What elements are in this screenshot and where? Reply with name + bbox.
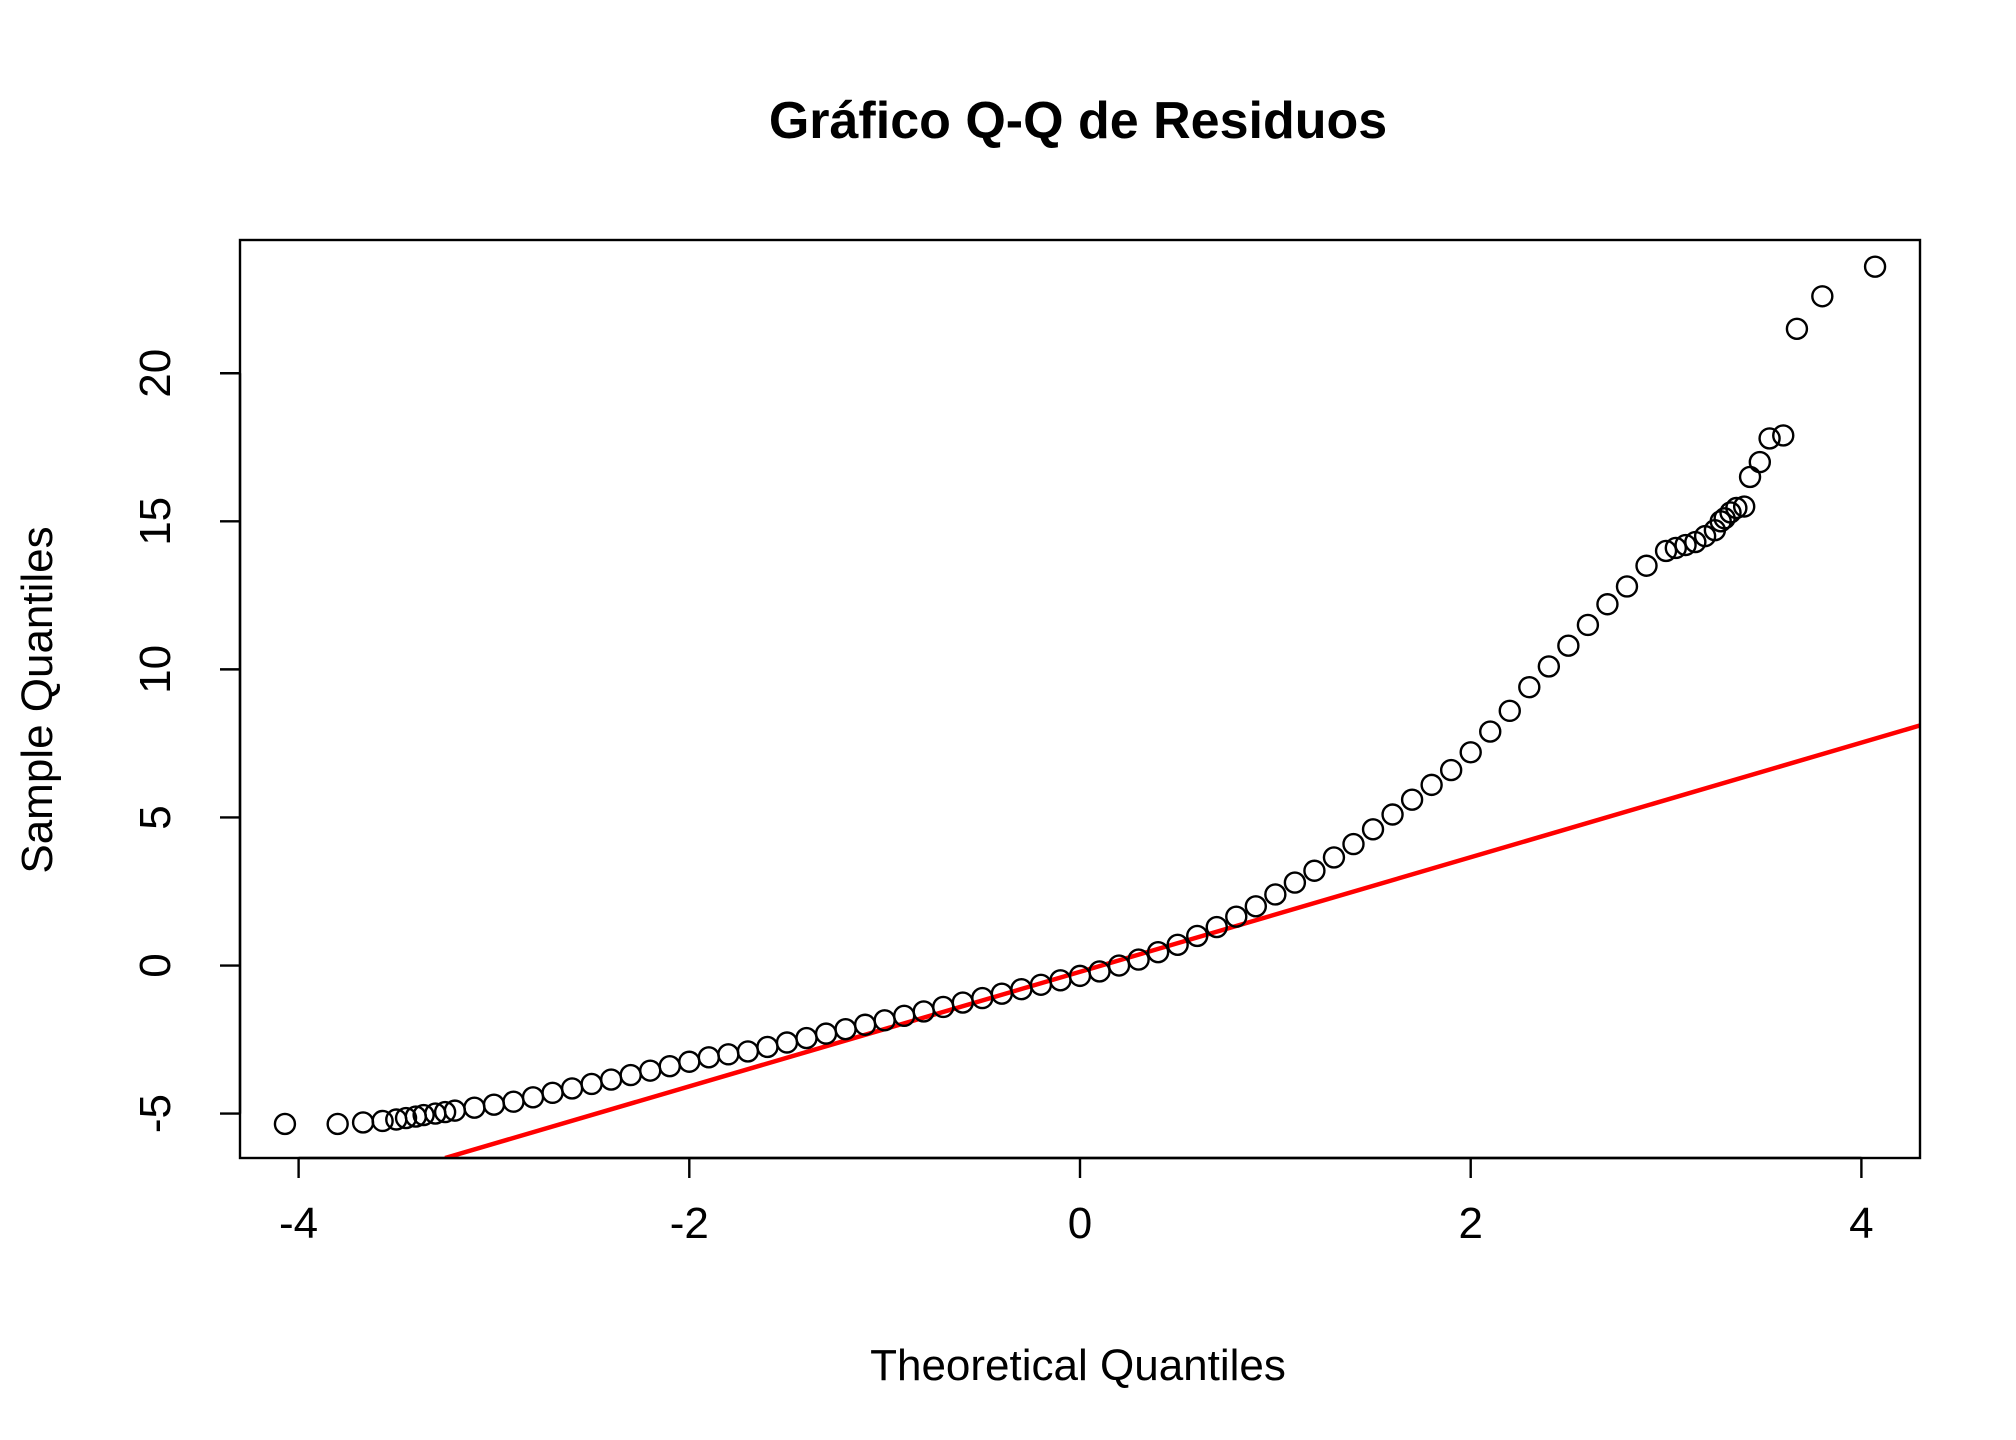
y-tick-label: -5	[131, 1094, 180, 1133]
data-point	[1863, 255, 1887, 278]
data-point	[619, 1063, 642, 1087]
data-point	[1225, 905, 1248, 928]
data-point	[1537, 655, 1561, 678]
data-point	[678, 1050, 701, 1073]
data-point	[502, 1090, 525, 1113]
x-tick-label: 4	[1849, 1199, 1873, 1248]
data-point	[1166, 933, 1189, 956]
data-point	[1518, 675, 1541, 699]
data-point	[1674, 533, 1697, 557]
data-point	[560, 1077, 584, 1100]
y-tick-label: 15	[131, 497, 180, 546]
data-point	[351, 1111, 375, 1134]
data-point	[1439, 758, 1463, 782]
data-point	[1498, 699, 1521, 723]
data-point	[1205, 915, 1228, 939]
data-point	[1758, 427, 1781, 450]
x-axis-label: Theoretical Quantiles	[870, 1341, 1286, 1390]
x-tick-label: -4	[279, 1199, 318, 1248]
data-point	[580, 1072, 603, 1096]
data-points-layer	[273, 255, 1887, 1136]
data-point	[1361, 818, 1385, 841]
data-point	[273, 1112, 297, 1136]
data-point	[1400, 788, 1424, 811]
y-axis-label: Sample Quantiles	[13, 526, 62, 873]
y-tick-label: 20	[131, 349, 180, 398]
data-point	[1088, 960, 1111, 983]
data-point	[1615, 575, 1639, 598]
data-point	[521, 1086, 545, 1109]
data-point	[541, 1081, 564, 1105]
data-point	[326, 1112, 349, 1136]
reference-line	[444, 723, 1920, 1158]
data-point	[1664, 536, 1688, 560]
chart-title: Gráfico Q-Q de Residuos	[769, 92, 1387, 150]
x-tick-label: 0	[1068, 1199, 1092, 1248]
data-point	[1576, 613, 1600, 637]
data-point	[599, 1068, 623, 1091]
x-tick-label: 2	[1458, 1199, 1482, 1248]
data-point	[1738, 465, 1762, 489]
data-point	[1596, 593, 1619, 616]
data-point	[1811, 285, 1834, 308]
data-point	[717, 1043, 740, 1066]
data-point	[463, 1096, 486, 1119]
data-point	[394, 1106, 418, 1130]
data-point	[433, 1100, 457, 1124]
data-point	[1381, 803, 1404, 826]
data-point	[1719, 501, 1742, 524]
data-point	[1725, 496, 1748, 520]
x-axis-ticks: -4 -2 0 2 4	[279, 1156, 1874, 1248]
y-tick-label: 5	[131, 805, 180, 829]
data-point	[795, 1026, 818, 1050]
data-point	[1107, 954, 1131, 977]
reference-line-layer	[444, 723, 1920, 1158]
data-point	[1459, 741, 1482, 764]
data-point	[1283, 871, 1307, 894]
data-point	[814, 1022, 838, 1045]
data-point	[834, 1017, 857, 1041]
data-point	[1420, 773, 1443, 797]
data-point	[482, 1093, 506, 1116]
data-point	[1785, 317, 1809, 341]
data-point	[853, 1013, 877, 1036]
data-point	[1322, 846, 1346, 869]
data-point	[1186, 924, 1209, 948]
data-point	[1732, 495, 1756, 518]
data-point	[639, 1059, 662, 1082]
data-point	[1264, 883, 1287, 906]
data-point	[1479, 720, 1502, 743]
data-point	[412, 1103, 435, 1127]
x-tick-label: -2	[670, 1199, 709, 1248]
y-tick-label: 10	[131, 645, 180, 694]
y-tick-label: 0	[131, 953, 180, 977]
data-point	[658, 1054, 681, 1078]
data-point	[1127, 948, 1150, 971]
data-point	[1303, 859, 1326, 882]
data-point	[1772, 424, 1795, 447]
data-point	[371, 1109, 394, 1133]
data-point	[1748, 450, 1772, 474]
data-point	[1244, 895, 1268, 918]
data-point	[697, 1046, 721, 1069]
plot-frame	[238, 238, 1922, 1160]
data-point	[775, 1031, 799, 1054]
data-point	[1146, 940, 1170, 964]
y-axis-ticks: -5 0 5 10 15 20	[131, 349, 242, 1133]
data-point	[1557, 634, 1580, 657]
data-point	[756, 1035, 779, 1059]
data-point	[1654, 539, 1678, 563]
data-point	[1635, 554, 1658, 577]
data-point	[736, 1040, 760, 1063]
data-point	[1342, 832, 1365, 856]
